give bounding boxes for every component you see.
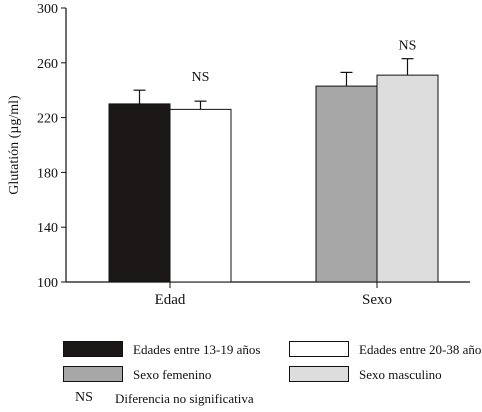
y-tick-label-4: 260	[37, 57, 58, 72]
y-tick-label-2: 180	[37, 166, 58, 181]
bar-0-1	[169, 108, 232, 283]
ns-annotation-1: NS	[399, 39, 417, 54]
y-tick-label-5: 300	[37, 2, 58, 17]
bar-1-0	[315, 85, 378, 283]
bar-1-1	[376, 74, 439, 283]
y-axis-label: Glutatión (µg/ml)	[7, 95, 22, 195]
y-tick-label-0: 100	[37, 276, 58, 291]
x-tick-label-0: Edad	[155, 292, 186, 308]
ns-annotation-0: NS	[192, 70, 210, 85]
x-tick-label-1: Sexo	[362, 292, 392, 308]
y-tick-label-3: 220	[37, 112, 58, 127]
bar-0-0	[108, 103, 171, 283]
y-tick-label-1: 140	[37, 221, 58, 236]
